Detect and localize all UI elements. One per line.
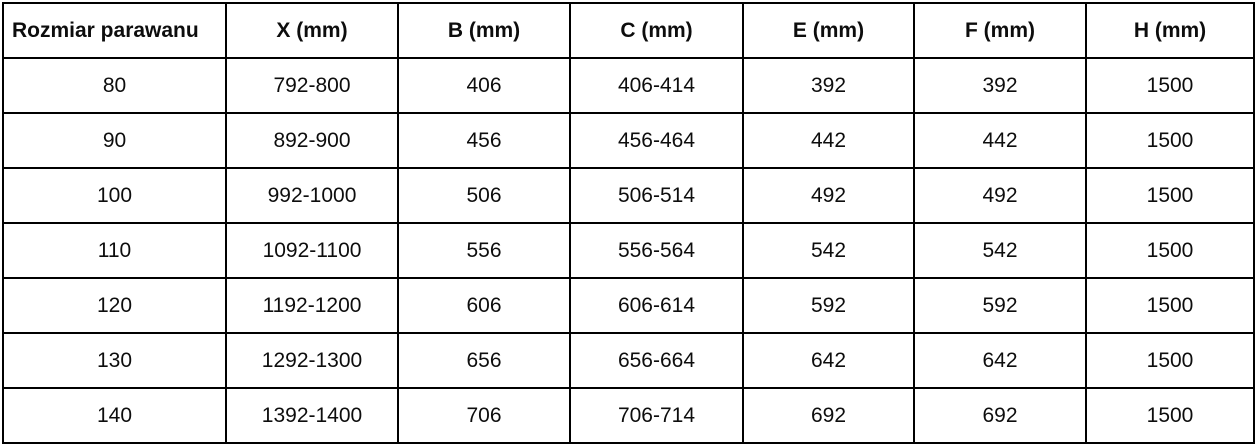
cell-x: 1192-1200: [225, 277, 399, 334]
table-row: 120 1192-1200 606 606-614 592 592 1500: [2, 277, 1255, 334]
cell-c: 506-514: [569, 167, 744, 224]
table-body: 80 792-800 406 406-414 392 392 1500 90 8…: [2, 57, 1255, 444]
cell-x: 992-1000: [225, 167, 399, 224]
cell-b: 556: [397, 222, 571, 279]
cell-size: 100: [2, 167, 227, 224]
column-header-b: B (mm): [397, 2, 571, 59]
table-header: Rozmiar parawanu X (mm) B (mm) C (mm) E …: [2, 2, 1255, 59]
column-header-f: F (mm): [913, 2, 1087, 59]
column-header-c: C (mm): [569, 2, 744, 59]
cell-h: 1500: [1085, 387, 1255, 444]
cell-x: 1392-1400: [225, 387, 399, 444]
cell-e: 492: [742, 167, 915, 224]
cell-x: 1292-1300: [225, 332, 399, 389]
cell-f: 392: [913, 57, 1087, 114]
cell-c: 656-664: [569, 332, 744, 389]
cell-f: 442: [913, 112, 1087, 169]
cell-e: 592: [742, 277, 915, 334]
cell-b: 506: [397, 167, 571, 224]
cell-b: 606: [397, 277, 571, 334]
cell-c: 406-414: [569, 57, 744, 114]
cell-h: 1500: [1085, 112, 1255, 169]
cell-b: 706: [397, 387, 571, 444]
cell-h: 1500: [1085, 57, 1255, 114]
table-row: 110 1092-1100 556 556-564 542 542 1500: [2, 222, 1255, 279]
cell-h: 1500: [1085, 167, 1255, 224]
cell-f: 492: [913, 167, 1087, 224]
cell-f: 542: [913, 222, 1087, 279]
cell-f: 642: [913, 332, 1087, 389]
cell-f: 592: [913, 277, 1087, 334]
table-row: 100 992-1000 506 506-514 492 492 1500: [2, 167, 1255, 224]
cell-x: 1092-1100: [225, 222, 399, 279]
table-row: 90 892-900 456 456-464 442 442 1500: [2, 112, 1255, 169]
cell-h: 1500: [1085, 332, 1255, 389]
column-header-x: X (mm): [225, 2, 399, 59]
cell-e: 392: [742, 57, 915, 114]
cell-b: 656: [397, 332, 571, 389]
cell-e: 442: [742, 112, 915, 169]
cell-size: 130: [2, 332, 227, 389]
table-row: 80 792-800 406 406-414 392 392 1500: [2, 57, 1255, 114]
cell-size: 80: [2, 57, 227, 114]
cell-size: 110: [2, 222, 227, 279]
column-header-h: H (mm): [1085, 2, 1255, 59]
cell-e: 642: [742, 332, 915, 389]
cell-size: 140: [2, 387, 227, 444]
cell-b: 406: [397, 57, 571, 114]
column-header-rozmiar-parawanu: Rozmiar parawanu: [2, 2, 227, 59]
cell-h: 1500: [1085, 277, 1255, 334]
table-header-row: Rozmiar parawanu X (mm) B (mm) C (mm) E …: [2, 2, 1255, 59]
cell-size: 120: [2, 277, 227, 334]
cell-x: 792-800: [225, 57, 399, 114]
cell-c: 706-714: [569, 387, 744, 444]
cell-h: 1500: [1085, 222, 1255, 279]
cell-size: 90: [2, 112, 227, 169]
cell-f: 692: [913, 387, 1087, 444]
cell-c: 556-564: [569, 222, 744, 279]
column-header-e: E (mm): [742, 2, 915, 59]
cell-e: 542: [742, 222, 915, 279]
cell-x: 892-900: [225, 112, 399, 169]
cell-c: 456-464: [569, 112, 744, 169]
cell-c: 606-614: [569, 277, 744, 334]
table-row: 130 1292-1300 656 656-664 642 642 1500: [2, 332, 1255, 389]
cell-b: 456: [397, 112, 571, 169]
cell-e: 692: [742, 387, 915, 444]
table-row: 140 1392-1400 706 706-714 692 692 1500: [2, 387, 1255, 444]
